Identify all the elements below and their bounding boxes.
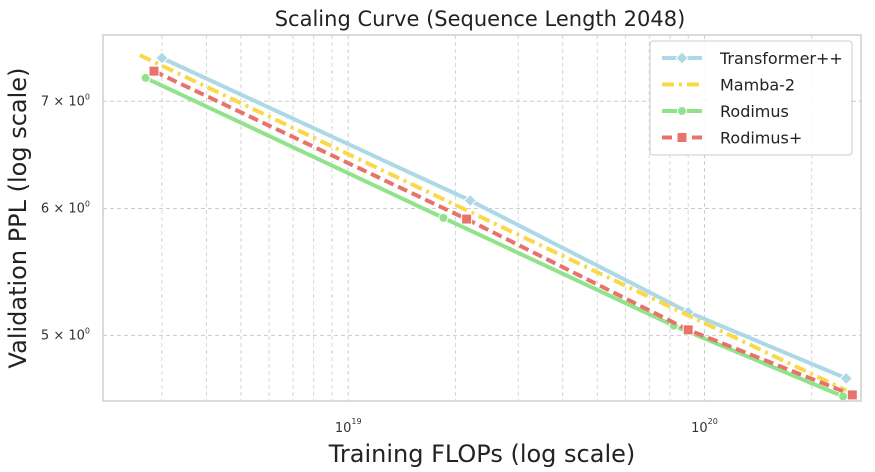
rodimus-line bbox=[144, 76, 844, 399]
y-axis-ticks: 5 × 100 6 × 100 7 × 100 bbox=[41, 92, 90, 343]
rodimus-point bbox=[140, 72, 151, 83]
rodimus--point bbox=[676, 132, 688, 143]
x-axis-label: Training FLOPs (log scale) bbox=[328, 440, 636, 468]
transformer--line bbox=[161, 56, 848, 381]
rodimus--point bbox=[148, 65, 160, 77]
legend-label-rodimus-: Rodimus+ bbox=[720, 129, 802, 148]
plot-area-frame bbox=[102, 34, 862, 402]
legend-item-mamba-2: Mamba-2 bbox=[662, 76, 795, 95]
x-axis-ticks: 1019 1020 bbox=[335, 417, 718, 436]
rodimus-point bbox=[677, 106, 687, 116]
transformer--point bbox=[839, 371, 853, 386]
legend-label-mamba-2: Mamba-2 bbox=[720, 76, 795, 95]
rodimus--point bbox=[846, 389, 858, 401]
y-tick-label: 7 × 100 bbox=[41, 92, 90, 109]
rodimus-series bbox=[140, 72, 849, 402]
y-axis-label: Validation PPL (log scale) bbox=[4, 68, 32, 369]
transformer--point bbox=[463, 193, 477, 208]
series-layer bbox=[138, 51, 858, 402]
rodimus--point bbox=[461, 213, 473, 225]
transformer--point bbox=[155, 51, 169, 65]
rodimus--line bbox=[153, 69, 854, 397]
y-tick-label: 6 × 100 bbox=[41, 200, 90, 217]
rodimus-point bbox=[838, 391, 849, 402]
x-tick-label: 1020 bbox=[691, 417, 718, 436]
rodimus--series bbox=[148, 65, 858, 401]
legend-item-rodimus-: Rodimus+ bbox=[662, 129, 802, 148]
x-tick-label: 1019 bbox=[335, 417, 362, 436]
chart-title: Scaling Curve (Sequence Length 2048) bbox=[275, 7, 686, 31]
legend-box bbox=[649, 40, 853, 156]
rodimus-point bbox=[438, 212, 449, 223]
legend-label-transformer-: Transformer++ bbox=[719, 49, 843, 68]
mamba-2-series bbox=[138, 53, 848, 393]
legend: Transformer++ Mamba-2 Rodimus Rodimus+ bbox=[649, 40, 853, 156]
legend-label-rodimus: Rodimus bbox=[720, 102, 789, 121]
rodimus--point bbox=[682, 324, 694, 336]
transformer--point bbox=[675, 51, 689, 65]
mamba-2-line bbox=[138, 53, 848, 393]
y-tick-label: 5 × 100 bbox=[41, 326, 90, 343]
legend-item-rodimus: Rodimus bbox=[662, 102, 789, 121]
legend-item-transformer-: Transformer++ bbox=[662, 49, 843, 68]
